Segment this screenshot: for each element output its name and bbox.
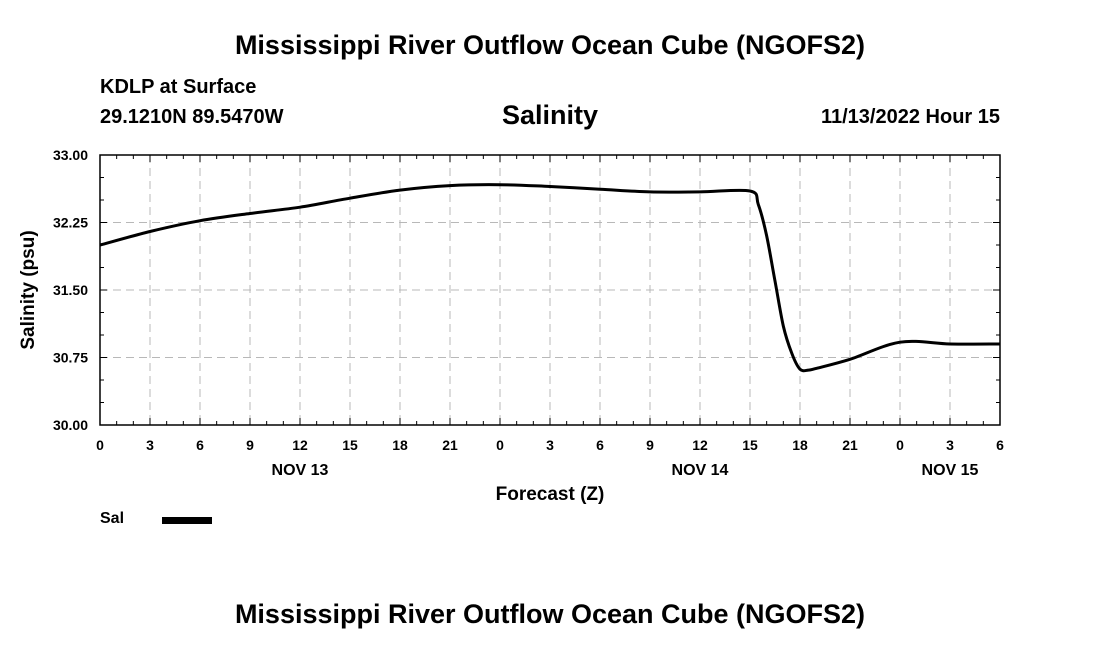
date-label: NOV 15 [922, 462, 979, 479]
x-tick-label: 21 [842, 437, 858, 453]
x-tick-label: 21 [442, 437, 458, 453]
x-tick-label: 9 [246, 437, 254, 453]
x-tick-label: 3 [546, 437, 554, 453]
x-tick-label: 3 [946, 437, 954, 453]
y-tick-label: 32.25 [53, 215, 88, 231]
x-tick-label: 18 [792, 437, 808, 453]
legend-swatch [162, 517, 212, 524]
timestamp-label: 11/13/2022 Hour 15 [820, 106, 1000, 128]
plot-frame [99, 154, 1001, 426]
y-tick-label: 30.75 [53, 350, 88, 366]
date-label: NOV 13 [272, 462, 329, 479]
y-axis-label: Salinity (psu) [18, 230, 39, 349]
station-label: KDLP at Surface [100, 76, 257, 98]
station-coordinates: 29.1210N 89.5470W [100, 106, 284, 128]
y-tick-label: 31.50 [53, 282, 88, 298]
x-tick-label: 6 [596, 437, 604, 453]
series-layer [99, 183, 1001, 373]
x-tick-label: 0 [96, 437, 104, 453]
footer-title: Mississippi River Outflow Ocean Cube (NG… [234, 599, 866, 629]
x-tick-label: 9 [646, 437, 654, 453]
x-tick-label: 6 [996, 437, 1004, 453]
x-tick-label: 3 [146, 437, 154, 453]
x-tick-label: 6 [196, 437, 204, 453]
y-tick-label: 30.00 [53, 417, 88, 433]
grid-lines [100, 154, 1000, 426]
chart-title: Salinity [501, 100, 599, 130]
x-tick-label: 12 [292, 437, 308, 453]
legend-label: Sal [100, 510, 125, 527]
y-tick-label: 33.00 [53, 147, 88, 163]
main-title: Mississippi River Outflow Ocean Cube (NG… [234, 30, 866, 60]
x-tick-label: 12 [692, 437, 708, 453]
x-tick-label: 15 [342, 437, 358, 453]
x-axis-label: Forecast (Z) [496, 484, 605, 505]
x-tick-label: 0 [496, 437, 504, 453]
x-tick-label: 15 [742, 437, 758, 453]
series-line-sal [99, 183, 1001, 373]
x-tick-label: 18 [392, 437, 408, 453]
date-label: NOV 14 [672, 462, 729, 479]
axis-labels: 0 3 6 9 12 15 18 21 0 3 6 9 12 15 18 21 0 3 6 30.00 30.75 31.… [53, 147, 1004, 479]
x-tick-label: 0 [896, 437, 904, 453]
